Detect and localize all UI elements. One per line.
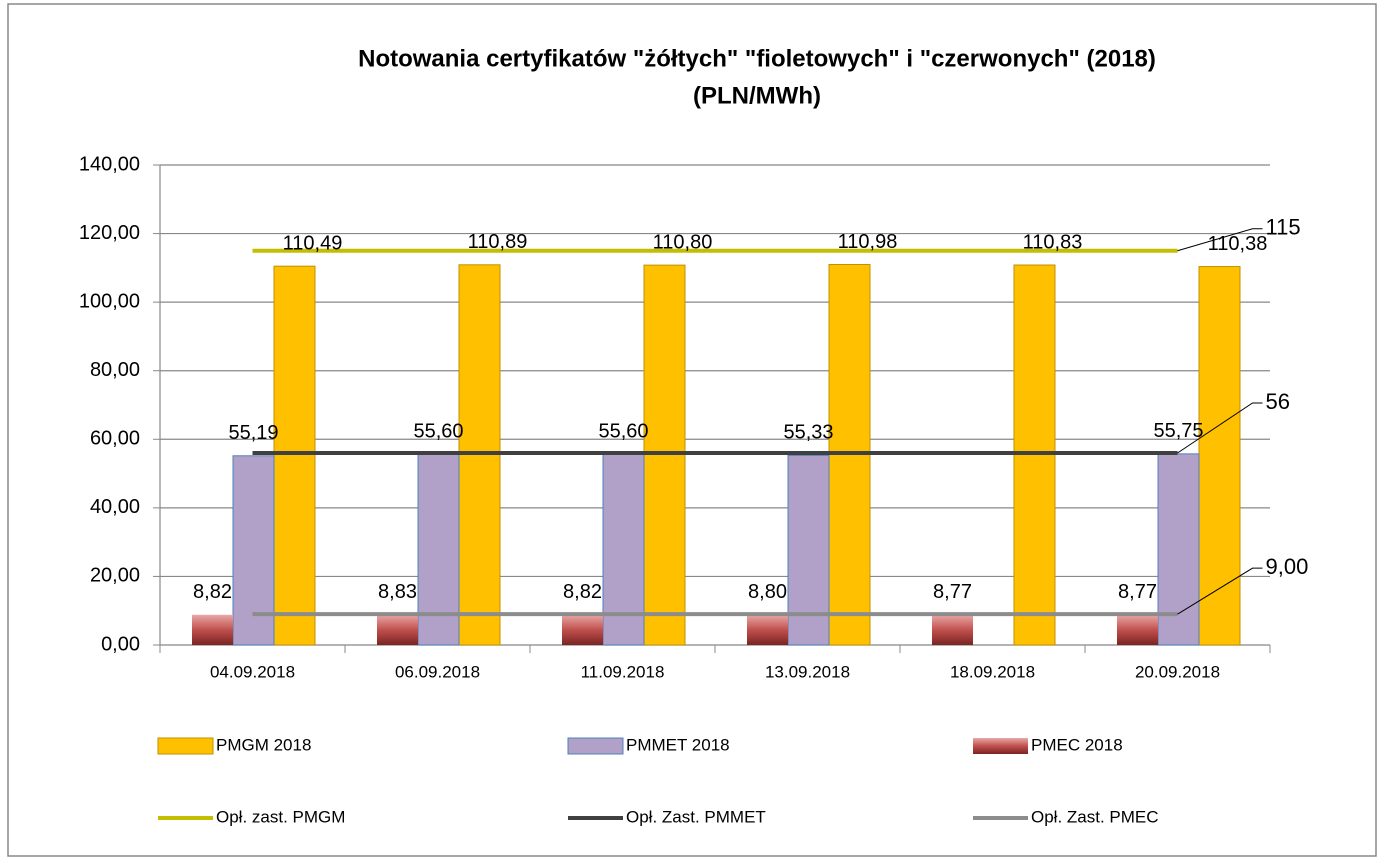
legend-label: PMGM 2018: [216, 735, 311, 754]
legend-label: PMMET 2018: [626, 735, 730, 754]
x-tick-label: 13.09.2018: [765, 662, 850, 681]
bar: [232, 455, 275, 646]
data-label: 55,33: [783, 422, 833, 444]
bar: [747, 614, 788, 645]
data-label: 110,80: [653, 231, 713, 253]
data-label: 55,19: [228, 422, 278, 444]
data-label: 55,60: [598, 421, 648, 443]
legend-swatch: [157, 737, 214, 755]
legend-label: Opł. Zast. PMMET: [626, 807, 766, 826]
y-tick-label: 80,00: [90, 359, 140, 381]
leader-line: [1177, 228, 1263, 252]
bar: [273, 265, 316, 646]
y-tick-label: 0,00: [101, 633, 140, 655]
bar: [1117, 614, 1158, 645]
bar: [602, 453, 645, 646]
bar: [643, 264, 686, 646]
data-label: 55,60: [413, 421, 463, 443]
legend-label: Opł. Zast. PMEC: [1031, 807, 1159, 826]
bar: [417, 453, 460, 646]
line-end-label: 9,00: [1266, 554, 1309, 579]
legend-label: Opł. zast. PMGM: [216, 807, 345, 826]
bar: [1198, 266, 1241, 646]
leader-line: [1177, 402, 1263, 454]
line-end-label: 115: [1266, 215, 1301, 240]
x-tick-label: 18.09.2018: [950, 662, 1035, 681]
leader-line: [1177, 567, 1263, 615]
bar: [932, 614, 973, 645]
bar: [192, 614, 233, 645]
bar: [562, 614, 603, 645]
x-tick-label: 20.09.2018: [1135, 662, 1220, 681]
bar: [787, 454, 830, 646]
line-end-label: 56: [1266, 389, 1290, 414]
x-tick-label: 11.09.2018: [581, 662, 665, 681]
data-label: 110,89: [468, 231, 528, 253]
data-label: 8,83: [378, 581, 417, 603]
data-label: 110,38: [1208, 233, 1268, 255]
y-tick-label: 100,00: [79, 290, 140, 312]
bar: [377, 614, 418, 645]
y-tick-label: 140,00: [79, 153, 140, 175]
data-label: 110,98: [838, 231, 898, 253]
legend-label: PMEC 2018: [1031, 735, 1123, 754]
x-tick-label: 04.09.2018: [210, 662, 295, 681]
data-label: 8,82: [193, 581, 232, 603]
chart-frame: [7, 3, 1377, 857]
y-tick-label: 60,00: [90, 428, 140, 450]
data-label: 8,80: [748, 581, 787, 603]
data-label: 110,49: [283, 232, 343, 254]
legend-swatch: [567, 737, 624, 755]
data-label: 8,77: [1118, 581, 1157, 603]
bar: [1157, 453, 1200, 646]
y-tick-label: 20,00: [90, 565, 140, 587]
y-tick-label: 40,00: [90, 496, 140, 518]
x-tick-label: 06.09.2018: [395, 662, 480, 681]
data-label: 110,83: [1023, 231, 1083, 253]
data-label: 55,75: [1153, 420, 1203, 442]
y-tick-label: 120,00: [79, 222, 140, 244]
legend-swatch: [973, 738, 1028, 754]
chart-title: Notowania certyfikatów "żółtych" "fiolet…: [358, 45, 1156, 72]
data-label: 8,82: [563, 581, 602, 603]
chart-subtitle: (PLN/MWh): [693, 82, 821, 109]
data-label: 8,77: [933, 581, 972, 603]
bar: [1013, 264, 1056, 646]
